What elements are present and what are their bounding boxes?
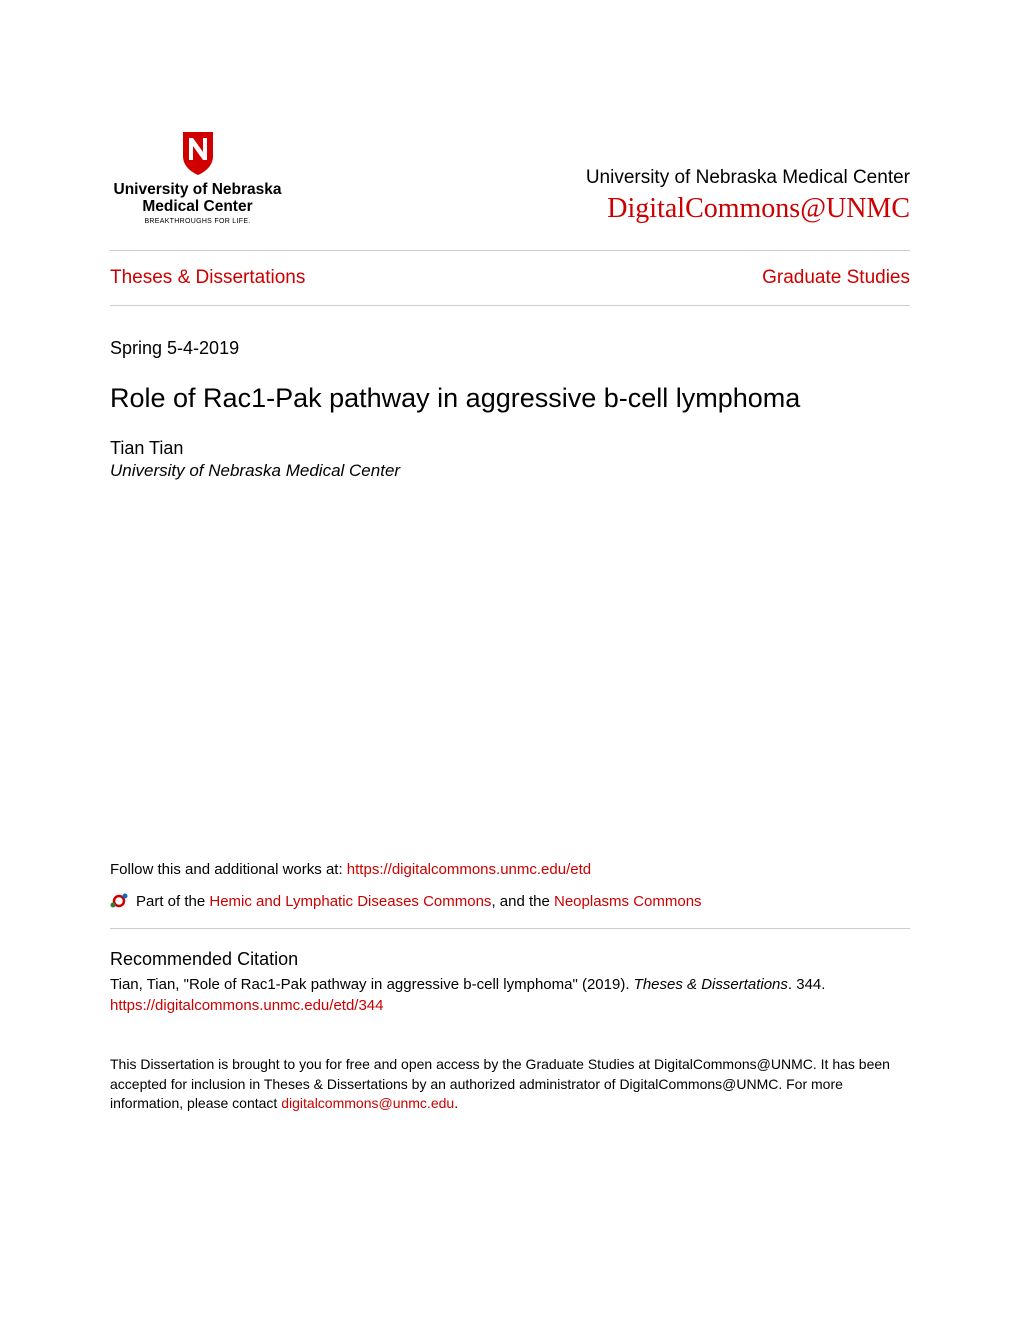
commons-link-1[interactable]: Hemic and Lymphatic Diseases Commons <box>209 893 491 910</box>
citation-part1: Tian, Tian, "Role of Rac1-Pak pathway in… <box>110 976 634 993</box>
repository-link[interactable]: DigitalCommons@UNMC <box>607 193 910 224</box>
contact-email-link[interactable]: digitalcommons@unmc.edu <box>281 1095 454 1111</box>
breadcrumb-nav: Theses & Dissertations Graduate Studies <box>110 251 910 306</box>
logo-text-line2: Medical Center <box>142 198 252 216</box>
citation-heading: Recommended Citation <box>110 949 910 970</box>
citation-part2: . 344. <box>788 976 826 993</box>
footer-part1: This Dissertation is brought to you for … <box>110 1056 890 1111</box>
publication-date: Spring 5-4-2019 <box>110 338 910 359</box>
document-page: University of Nebraska Medical Center BR… <box>0 0 1020 1174</box>
spacer <box>110 481 910 861</box>
collection-link[interactable]: Theses & Dissertations <box>110 267 305 289</box>
follow-url-link[interactable]: https://digitalcommons.unmc.edu/etd <box>347 861 591 878</box>
author-name: Tian Tian <box>110 438 910 459</box>
citation-text: Tian, Tian, "Role of Rac1-Pak pathway in… <box>110 974 910 995</box>
department-link[interactable]: Graduate Studies <box>762 267 910 289</box>
shield-icon <box>179 130 217 176</box>
access-statement: This Dissertation is brought to you for … <box>110 1055 910 1114</box>
logo-text-line1: University of Nebraska <box>114 182 282 198</box>
commons-row: Part of the Hemic and Lymphatic Diseases… <box>110 892 910 929</box>
commons-link-2[interactable]: Neoplasms Commons <box>554 893 702 910</box>
citation-source: Theses & Dissertations <box>634 976 788 993</box>
header-right: University of Nebraska Medical Center Di… <box>586 167 910 225</box>
citation-url-link[interactable]: https://digitalcommons.unmc.edu/etd/344 <box>110 997 384 1014</box>
page-header: University of Nebraska Medical Center BR… <box>110 130 910 251</box>
institution-logo: University of Nebraska Medical Center BR… <box>110 130 285 225</box>
follow-prefix: Follow this and additional works at: <box>110 861 347 878</box>
logo-tagline: BREAKTHROUGHS FOR LIFE. <box>144 218 250 225</box>
author-affiliation: University of Nebraska Medical Center <box>110 461 910 481</box>
network-icon <box>110 892 128 910</box>
commons-text: Part of the Hemic and Lymphatic Diseases… <box>136 893 702 910</box>
commons-prefix: Part of the <box>136 893 209 910</box>
footer-part2: . <box>454 1095 458 1111</box>
document-title: Role of Rac1-Pak pathway in aggressive b… <box>110 383 910 414</box>
institution-name: University of Nebraska Medical Center <box>586 167 910 189</box>
commons-middle: , and the <box>491 893 554 910</box>
follow-works-text: Follow this and additional works at: htt… <box>110 861 910 878</box>
